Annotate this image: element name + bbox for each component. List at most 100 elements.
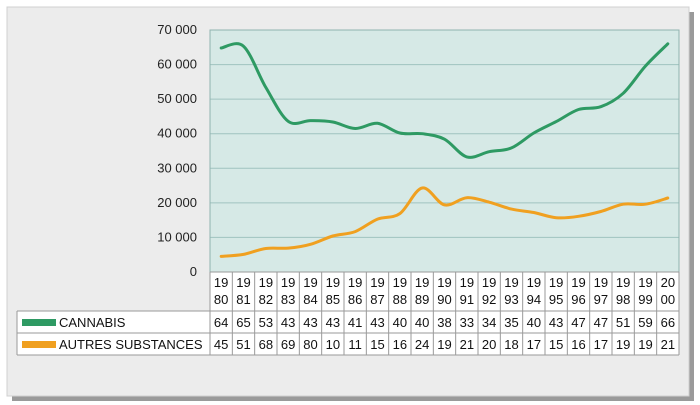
table-cell: 65 xyxy=(236,315,250,330)
table-cell: 17 xyxy=(527,337,541,352)
x-tick-label: 19 xyxy=(370,275,384,290)
x-tick-label: 85 xyxy=(326,292,340,307)
y-tick-label: 30 000 xyxy=(157,160,197,175)
x-tick-label: 91 xyxy=(460,292,474,307)
x-tick-label: 19 xyxy=(504,275,518,290)
series-line-2 xyxy=(219,186,670,258)
x-tick-label: 19 xyxy=(549,275,563,290)
y-tick-label: 10 000 xyxy=(157,229,197,244)
x-tick-label: 89 xyxy=(415,292,429,307)
table-cell: 66 xyxy=(661,315,675,330)
table-cell: 15 xyxy=(549,337,563,352)
table-cell: 45 xyxy=(214,337,228,352)
table-cell: 20 xyxy=(482,337,496,352)
x-tick-label: 19 xyxy=(303,275,317,290)
table-cell: 43 xyxy=(370,315,384,330)
series-line-1 xyxy=(219,42,670,159)
table-cell: 69 xyxy=(281,337,295,352)
x-tick-label: 86 xyxy=(348,292,362,307)
x-tick-label: 84 xyxy=(303,292,317,307)
y-tick-label: 0 xyxy=(190,264,197,279)
x-tick-label: 88 xyxy=(393,292,407,307)
table-cell: 38 xyxy=(437,315,451,330)
x-tick-label: 96 xyxy=(571,292,585,307)
table-cell: 19 xyxy=(638,337,652,352)
x-tick-label: 93 xyxy=(504,292,518,307)
y-tick-label: 50 000 xyxy=(157,91,197,106)
x-tick-label: 19 xyxy=(527,275,541,290)
table-cell: 15 xyxy=(370,337,384,352)
x-tick-label: 19 xyxy=(415,275,429,290)
table-cell: 16 xyxy=(393,337,407,352)
x-tick-label: 19 xyxy=(616,275,630,290)
y-tick-label: 20 000 xyxy=(157,195,197,210)
table-cell: 59 xyxy=(638,315,652,330)
table-cell: 43 xyxy=(303,315,317,330)
legend-label: AUTRES SUBSTANCES xyxy=(59,337,203,352)
legend-label: CANNABIS xyxy=(59,315,126,330)
x-tick-label: 95 xyxy=(549,292,563,307)
table-values-bg xyxy=(210,272,679,355)
table-cell: 41 xyxy=(348,315,362,330)
table-cell: 35 xyxy=(504,315,518,330)
table-cell: 21 xyxy=(460,337,474,352)
table-cell: 51 xyxy=(236,337,250,352)
x-tick-label: 82 xyxy=(259,292,273,307)
legend-swatch xyxy=(22,341,56,348)
table-cell: 18 xyxy=(504,337,518,352)
x-tick-label: 00 xyxy=(661,292,675,307)
table-cell: 43 xyxy=(549,315,563,330)
x-tick-label: 19 xyxy=(638,275,652,290)
table-cell: 47 xyxy=(594,315,608,330)
table-cell: 43 xyxy=(281,315,295,330)
x-tick-label: 20 xyxy=(661,275,675,290)
table-cell: 40 xyxy=(527,315,541,330)
table-cell: 19 xyxy=(616,337,630,352)
table-cell: 19 xyxy=(437,337,451,352)
table-cell: 80 xyxy=(303,337,317,352)
x-tick-label: 94 xyxy=(527,292,541,307)
y-tick-label: 60 000 xyxy=(157,57,197,72)
table-cell: 68 xyxy=(259,337,273,352)
x-tick-label: 98 xyxy=(616,292,630,307)
x-tick-label: 99 xyxy=(638,292,652,307)
table-cell: 16 xyxy=(571,337,585,352)
x-tick-label: 90 xyxy=(437,292,451,307)
x-tick-label: 19 xyxy=(259,275,273,290)
table-cell: 47 xyxy=(571,315,585,330)
table-cell: 53 xyxy=(259,315,273,330)
x-tick-label: 19 xyxy=(460,275,474,290)
table-cell: 17 xyxy=(594,337,608,352)
x-tick-label: 19 xyxy=(393,275,407,290)
x-tick-label: 19 xyxy=(236,275,250,290)
x-tick-label: 19 xyxy=(281,275,295,290)
table-cell: 33 xyxy=(460,315,474,330)
table-cell: 34 xyxy=(482,315,496,330)
table-cell: 43 xyxy=(326,315,340,330)
table-cell: 10 xyxy=(326,337,340,352)
x-tick-label: 80 xyxy=(214,292,228,307)
table-cell: 24 xyxy=(415,337,429,352)
x-tick-label: 97 xyxy=(594,292,608,307)
y-tick-label: 40 000 xyxy=(157,126,197,141)
x-tick-label: 83 xyxy=(281,292,295,307)
table-cell: 40 xyxy=(393,315,407,330)
table-cell: 51 xyxy=(616,315,630,330)
table-cell: 40 xyxy=(415,315,429,330)
x-tick-label: 81 xyxy=(236,292,250,307)
x-tick-label: 87 xyxy=(370,292,384,307)
x-tick-label: 19 xyxy=(214,275,228,290)
y-tick-label: 70 000 xyxy=(157,22,197,37)
table-cell: 64 xyxy=(214,315,228,330)
plot-area xyxy=(210,30,679,272)
x-tick-label: 19 xyxy=(348,275,362,290)
legend-swatch xyxy=(22,319,56,326)
x-tick-label: 19 xyxy=(326,275,340,290)
table-cell: 21 xyxy=(661,337,675,352)
x-tick-label: 92 xyxy=(482,292,496,307)
x-tick-label: 19 xyxy=(571,275,585,290)
x-tick-label: 19 xyxy=(437,275,451,290)
table-cell: 11 xyxy=(348,337,362,352)
